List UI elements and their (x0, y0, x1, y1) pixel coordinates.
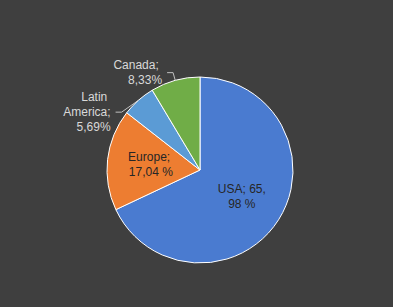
svg-text:America;: America; (63, 105, 110, 119)
svg-text:Canada;: Canada; (113, 58, 162, 72)
svg-text:USA; 65,: USA; 65, (218, 182, 266, 196)
svg-text:5,69%: 5,69% (73, 120, 111, 134)
svg-text:Latin: Latin (81, 90, 110, 104)
svg-text:Europe;: Europe; (128, 150, 173, 164)
svg-text:8,33%: 8,33% (128, 73, 162, 87)
svg-text:17,04 %: 17,04 % (129, 165, 173, 179)
svg-text:98 %: 98 % (228, 197, 256, 211)
